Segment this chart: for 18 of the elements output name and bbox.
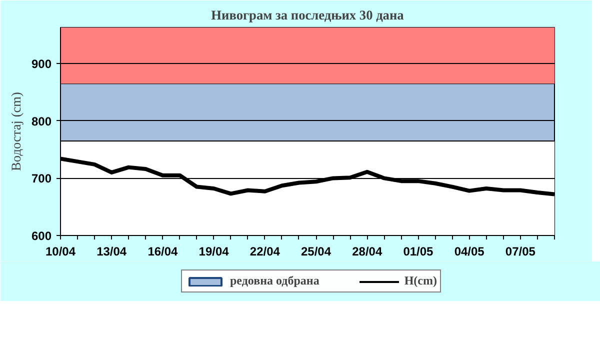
legend-label: H(cm)	[404, 274, 437, 288]
x-tick-label: 07/05	[505, 244, 536, 258]
legend-label: редовна одбрана	[230, 274, 320, 288]
x-tick-label: 01/05	[403, 244, 434, 258]
x-tick-label: 04/05	[454, 244, 485, 258]
x-tick-label: 13/04	[96, 244, 127, 258]
x-tick-label: 16/04	[148, 244, 178, 258]
x-tick-label: 28/04	[352, 244, 382, 258]
x-tick-label: 10/04	[45, 244, 76, 258]
y-tick-label: 700	[31, 172, 52, 186]
y-tick-label: 600	[31, 229, 52, 243]
y-axis-title: Водостај (cm)	[8, 92, 24, 171]
y-tick-label: 900	[31, 57, 52, 72]
x-tick-label: 22/04	[250, 244, 280, 258]
y-tick-label: 800	[31, 114, 52, 128]
x-tick-label: 19/04	[198, 244, 230, 258]
chart-title: Нивограм за последњих 30 дана	[211, 8, 404, 22]
x-tick-label: 25/04	[301, 244, 332, 258]
